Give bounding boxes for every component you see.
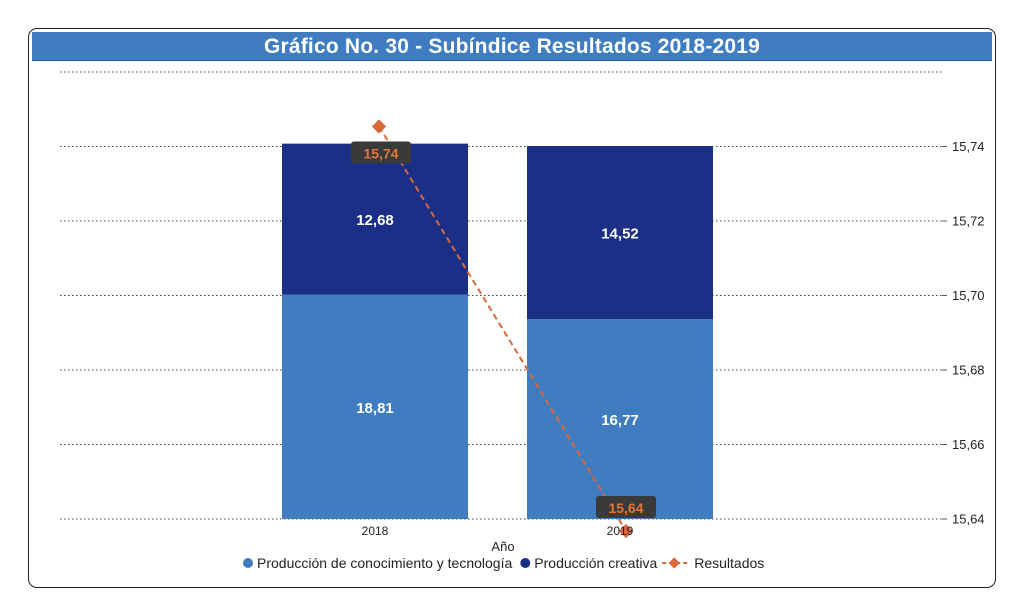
legend-label: Producción creativa: [534, 555, 657, 571]
y-tick-label: 15,66: [952, 437, 985, 452]
segment-labels: 18,81 12,68 16,77 14,52: [356, 212, 639, 429]
y-tick-label: 15,72: [952, 214, 985, 229]
axes: 15,64 15,66 15,68 15,70 15,72 15,74 2018 2019: [362, 139, 985, 538]
bar-value-label: 18,81: [356, 400, 394, 417]
gridlines: [60, 71, 942, 520]
y-tick-label: 15,74: [952, 139, 985, 154]
bar-value-label: 12,68: [356, 212, 394, 229]
bar-segment: [282, 294, 468, 519]
results-line: 15,74 15,64: [351, 119, 656, 539]
legend-label: Resultados: [694, 555, 764, 571]
legend: Producción de conocimiento y tecnología P…: [243, 555, 764, 571]
bar-value-label: 16,77: [601, 412, 639, 429]
bar-value-label: 14,52: [601, 226, 639, 243]
results-data-label: 15,64: [608, 500, 643, 516]
y-tick-label: 15,70: [952, 288, 985, 303]
x-tick-label: 2019: [607, 524, 634, 538]
results-point-marker: [371, 119, 387, 134]
y-tick-label: 15,68: [952, 363, 985, 378]
results-line-path: [378, 125, 627, 532]
chart-frame: Gráfico No. 30 - Subíndice Resultados 20…: [28, 28, 996, 588]
legend-marker: [520, 558, 531, 568]
bar-segment: [527, 146, 713, 320]
bar-segment: [282, 143, 468, 295]
y-tick-label: 15,64: [952, 512, 985, 527]
results-label-box: [596, 496, 656, 518]
chart-title: Gráfico No. 30 - Subíndice Resultados 20…: [32, 32, 992, 61]
legend-label: Producción de conocimiento y tecnología: [257, 555, 512, 571]
x-tick-label: 2018: [362, 524, 389, 538]
results-data-label: 15,74: [363, 146, 398, 162]
results-point-marker: [618, 523, 634, 539]
x-axis-title: Año: [491, 539, 514, 554]
results-label-box: [351, 141, 411, 164]
legend-marker: [243, 558, 253, 568]
legend-marker: [668, 557, 680, 569]
bars: [282, 143, 713, 519]
